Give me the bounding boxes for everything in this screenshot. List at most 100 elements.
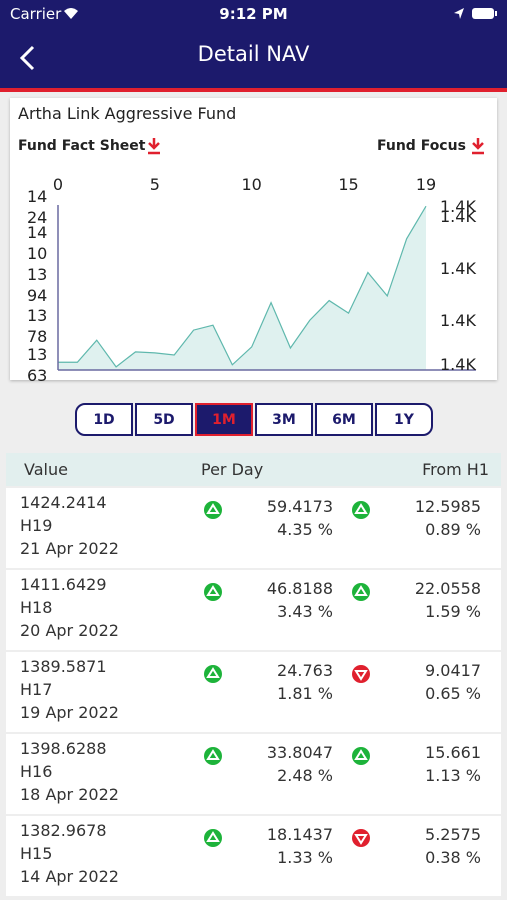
row-date: 18 Apr 2022 (20, 785, 119, 804)
row-date: 21 Apr 2022 (20, 539, 119, 558)
icon-circle (352, 747, 370, 765)
row-per-day: 33.8047 (266, 743, 333, 762)
up-icon (204, 583, 222, 601)
row-from-h1: 12.5985 (414, 497, 481, 516)
fund-name: Artha Link Aggressive Fund (18, 104, 237, 123)
icon-arrow (206, 667, 220, 678)
row-value: 1382.9678 (20, 821, 107, 840)
y2-tick-label: 1.4K (440, 258, 476, 278)
period-button[interactable]: 3M (255, 403, 313, 436)
row-per-day: 24.763 (277, 661, 333, 680)
x-tick-label: 5 (150, 175, 160, 194)
row-value: 1389.5871 (20, 657, 107, 676)
icon-circle (352, 665, 370, 683)
wifi-icon (64, 8, 78, 19)
icon-circle (352, 583, 370, 601)
y-tick-label: 14 10 (27, 223, 48, 264)
icon-arrow (354, 585, 368, 596)
header-title: Detail NAV (197, 42, 310, 66)
row-per-day: 46.8188 (266, 579, 333, 598)
x-tick-label: 10 (242, 175, 262, 194)
x-tick-label: 0 (53, 175, 63, 194)
row-date: 19 Apr 2022 (20, 703, 119, 722)
clock: 9:12 PM (219, 5, 288, 23)
row-value: 1424.2414 (20, 493, 107, 512)
up-icon (352, 501, 370, 519)
icon-arrow (354, 749, 368, 760)
header-per-day: Per Day (201, 460, 264, 479)
row-code: H19 (20, 516, 53, 535)
down-icon (352, 829, 370, 847)
row-from-h1: 22.0558 (414, 579, 481, 598)
x-tick-label: 15 (338, 175, 358, 194)
y2-tick-label: 1.4K (440, 207, 476, 227)
up-icon (352, 747, 370, 765)
down-icon (352, 665, 370, 683)
table-header: Value Per Day From H1 (6, 453, 501, 486)
icon-circle (352, 501, 370, 519)
row-per-day-pct: 1.81 % (277, 684, 333, 703)
header-from-h1: From H1 (422, 460, 489, 479)
period-button[interactable]: 1Y (375, 403, 433, 436)
row-code: H18 (20, 598, 53, 617)
up-icon (204, 665, 222, 683)
y-tick-label: 13 94 (27, 264, 48, 305)
fund-fact-sheet-link[interactable]: Fund Fact Sheet (18, 138, 146, 154)
header: Detail NAV (0, 30, 507, 88)
y2-tick-label: 1.4K (440, 196, 476, 216)
up-icon (204, 829, 222, 847)
row-per-day-pct: 2.48 % (277, 766, 333, 785)
icon-circle (352, 829, 370, 847)
period-button[interactable]: 6M (315, 403, 373, 436)
icon-circle (204, 501, 222, 519)
y-tick-label: 13 63 (27, 344, 48, 385)
row-from-h1-pct: 0.38 % (425, 848, 481, 867)
row-date: 20 Apr 2022 (20, 621, 119, 640)
battery-icon (454, 8, 497, 19)
download-icon[interactable] (146, 137, 162, 155)
icon-arrow (354, 834, 368, 845)
up-icon (204, 747, 222, 765)
period-button[interactable]: 1M (195, 403, 253, 436)
icon-arrow (354, 503, 368, 514)
row-per-day: 18.1437 (266, 825, 333, 844)
row-per-day-pct: 1.33 % (277, 848, 333, 867)
icon-arrow (206, 749, 220, 760)
row-date: 14 Apr 2022 (20, 867, 119, 886)
row-from-h1: 9.0417 (425, 661, 481, 680)
icon-arrow (206, 503, 220, 514)
y2-tick-label: 1.4K (440, 310, 476, 330)
row-from-h1-pct: 1.13 % (425, 766, 481, 785)
icon-circle (204, 583, 222, 601)
fund-focus-link[interactable]: Fund Focus (377, 138, 466, 154)
row-per-day-pct: 4.35 % (277, 520, 333, 539)
period-button[interactable]: 5D (135, 403, 193, 436)
row-from-h1-pct: 1.59 % (425, 602, 481, 621)
carrier: Carrier (10, 5, 62, 23)
chart-canvas: 0 5 10 15 19 (53, 175, 476, 371)
icon-circle (204, 829, 222, 847)
row-code: H15 (20, 844, 53, 863)
row-per-day: 59.4173 (266, 497, 333, 516)
row-value: 1398.6288 (20, 739, 107, 758)
icon-arrow (206, 831, 220, 842)
header-value: Value (24, 460, 68, 479)
row-code: H17 (20, 680, 53, 699)
period-button[interactable]: 1D (75, 403, 133, 436)
row-per-day-pct: 3.43 % (277, 602, 333, 621)
table-row: 1389.5871 H17 19 Apr 2022 24.763 1.81 % 9.041… (6, 652, 501, 732)
up-icon (204, 501, 222, 519)
row-from-h1-pct: 0.65 % (425, 684, 481, 703)
row-code: H16 (20, 762, 53, 781)
back-button[interactable] (16, 44, 40, 72)
row-from-h1: 5.2575 (425, 825, 481, 844)
table-row: 1382.9678 H15 14 Apr 2022 18.1437 1.33 % 5.25… (6, 816, 501, 896)
status-bar: Carrier 9:12 PM (0, 0, 507, 30)
download-icon[interactable] (470, 137, 486, 155)
chart: 0 5 10 15 19 14 24 14 10 13 94 13 78 13 63 1.4K 1.… (0, 170, 507, 385)
row-from-h1: 15.661 (425, 743, 481, 762)
y2-tick-label: 1.4K (440, 354, 476, 374)
icon-arrow (354, 670, 368, 681)
header-divider (0, 88, 507, 92)
y-tick-label: 14 24 (27, 186, 48, 227)
